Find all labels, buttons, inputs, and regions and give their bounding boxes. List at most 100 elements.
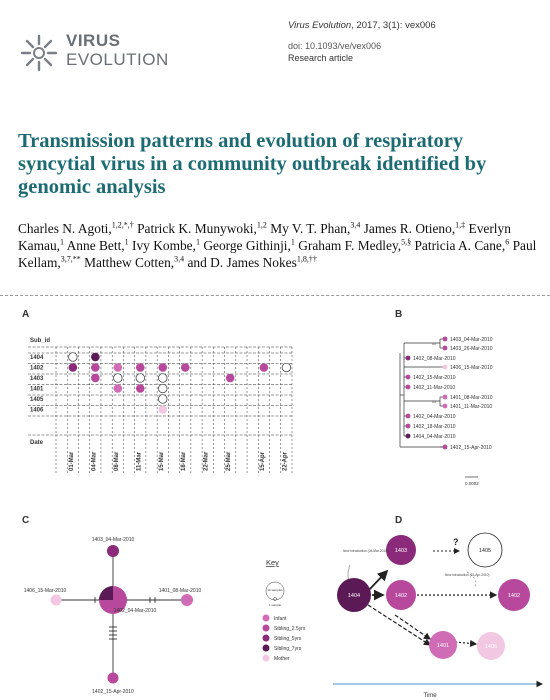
figure: A B C D Sub_id Date 1404 1402 1403 1401 1405… bbox=[22, 309, 544, 699]
doi-link[interactable]: doi: 10.1093/ve/vex006 bbox=[288, 41, 382, 51]
sample-dot bbox=[135, 363, 145, 372]
sample-open-circle bbox=[158, 373, 168, 383]
author-name: Patrick K. Munywoki, bbox=[133, 221, 257, 236]
sample-dot bbox=[135, 384, 145, 393]
node-label: 1406 bbox=[485, 644, 497, 650]
tree-tip-label: 1403_04-Mar-2010 bbox=[450, 337, 493, 343]
node-label: 1404 bbox=[348, 593, 360, 599]
node-label: 1406_15-Mar-2010 bbox=[24, 588, 67, 594]
author-name: Ivy Kombe, bbox=[128, 238, 196, 253]
date-tick-label: 18-Mar bbox=[181, 451, 187, 471]
date-tick-label: 04-Mar bbox=[91, 451, 97, 471]
panel-b-label: B bbox=[395, 309, 402, 320]
citation: , 2017, 3(1): vex006 bbox=[351, 20, 436, 31]
transmission-arrow bbox=[367, 569, 389, 592]
date-tick-label: 01-Mar bbox=[69, 451, 75, 471]
author-list: Charles N. Agoti,1,2,*,† Patrick K. Muny… bbox=[18, 220, 543, 271]
tree-tip-label: 1402_18-Mar-2010 bbox=[413, 424, 456, 430]
virus-logo-icon bbox=[20, 34, 58, 72]
node-label: 1403_04-Mar-2010 bbox=[92, 537, 135, 543]
date-tick-label: 22-Mar bbox=[204, 451, 210, 471]
author-name: George Githinji, bbox=[199, 238, 291, 253]
sample-dot bbox=[180, 363, 190, 372]
time-axis-label: Time bbox=[423, 693, 437, 699]
author-name: and D. James Nokes bbox=[184, 255, 297, 270]
key-label: Sibling_5yrs bbox=[274, 636, 302, 642]
key-label: Sibling_2.5yrs bbox=[274, 626, 306, 632]
tree-tip bbox=[442, 345, 448, 351]
tree-tip bbox=[405, 413, 411, 419]
author-name: Charles N. Agoti, bbox=[18, 221, 112, 236]
pie-slice bbox=[99, 586, 113, 600]
author-name: Matthew Cotten, bbox=[80, 255, 175, 270]
tree-tip bbox=[442, 336, 448, 342]
row-label: 1401 bbox=[30, 387, 44, 393]
sample-open-circle bbox=[113, 373, 123, 383]
date-label: Date bbox=[30, 440, 44, 446]
network-node bbox=[181, 594, 193, 606]
sample-dot bbox=[113, 384, 123, 393]
author-affiliation: 3,7,** bbox=[60, 254, 81, 264]
key-label: Sibling_7yrs bbox=[274, 646, 302, 652]
tree-tip bbox=[405, 423, 411, 429]
key-swatch bbox=[262, 654, 270, 662]
author-affiliation: 1 bbox=[290, 237, 295, 247]
journal-logo: VIRUS EVOLUTION bbox=[18, 26, 188, 76]
author-name: Anne Bett, bbox=[64, 238, 125, 253]
sample-open-circle bbox=[135, 373, 145, 383]
panel-d-label: D bbox=[395, 515, 402, 526]
scale-label: 0.0002 bbox=[465, 481, 479, 486]
date-tick-label: 08-Mar bbox=[114, 451, 120, 471]
key-swatch bbox=[262, 614, 270, 622]
tree-tip bbox=[405, 384, 411, 390]
tree-tip bbox=[442, 364, 448, 370]
node-label: 1401_08-Mar-2010 bbox=[159, 588, 202, 594]
author-affiliation: 3,4 bbox=[350, 220, 361, 230]
tree-tip-label: 1402_15-Apr-2010 bbox=[450, 445, 492, 451]
tree-tip-label: 1402_04-Mar-2010 bbox=[413, 414, 456, 420]
logo-line-1: VIRUS bbox=[66, 31, 121, 50]
sample-dot bbox=[158, 405, 168, 414]
author-affiliation: 1 bbox=[124, 237, 129, 247]
logo-line-2: EVOLUTION bbox=[66, 50, 169, 69]
transmission-node bbox=[386, 535, 416, 565]
sample-dot bbox=[225, 373, 235, 383]
tree-tip bbox=[405, 374, 411, 380]
article-title: Transmission patterns and evolution of r… bbox=[18, 130, 487, 198]
author-affiliation: 1,‡ bbox=[455, 220, 466, 230]
author-affiliation: 1,2 bbox=[256, 220, 267, 230]
tree-tip-label: 1404_04-Mar-2010 bbox=[413, 434, 456, 440]
unknown-source-mark: ? bbox=[453, 537, 459, 547]
author-name: Paul Kellam, bbox=[18, 238, 537, 270]
author-name: Everlyn Kamau, bbox=[18, 221, 511, 253]
tree-tip-label: 1403_26-Mar-2010 bbox=[450, 346, 493, 352]
sample-dot bbox=[113, 363, 123, 372]
pie-slice bbox=[99, 586, 127, 614]
transmission-node bbox=[498, 579, 530, 611]
date-tick-label: 15-Mar bbox=[159, 451, 165, 471]
section-divider bbox=[0, 295, 550, 296]
panel-c-label: C bbox=[22, 515, 29, 526]
tree-tip-label: 1401_08-Mar-2010 bbox=[450, 395, 493, 401]
sample-open-circle bbox=[281, 362, 292, 373]
author-affiliation: 1,2,*,† bbox=[111, 220, 134, 230]
node-label: 1402_15-Apr-2010 bbox=[92, 689, 134, 695]
network-node bbox=[107, 672, 119, 684]
panel-a-label: A bbox=[22, 309, 29, 320]
transmission-node-unsampled bbox=[467, 532, 503, 568]
transmission-node bbox=[429, 631, 457, 659]
row-label: 1403 bbox=[30, 376, 44, 382]
transmission-arrow bbox=[454, 639, 478, 648]
author-name: My V. T. Phan, bbox=[266, 221, 351, 236]
key-size-label: 1 sample bbox=[269, 603, 282, 607]
key-swatch bbox=[262, 624, 270, 632]
node-label: 1403 bbox=[395, 548, 407, 554]
transmission-arrow bbox=[394, 614, 431, 640]
author-affiliation: 6 bbox=[505, 237, 510, 247]
network-node bbox=[50, 594, 62, 606]
author-name: James R. Otieno, bbox=[360, 221, 456, 236]
sample-dot bbox=[91, 373, 100, 383]
tree-tip-label: 1406_15-Mar-2010 bbox=[450, 365, 493, 371]
panel-c-network: 1403_04-Mar-2010 1406_15-Mar-2010 1401_08-… bbox=[24, 537, 306, 695]
key-label: Mother bbox=[274, 656, 290, 662]
